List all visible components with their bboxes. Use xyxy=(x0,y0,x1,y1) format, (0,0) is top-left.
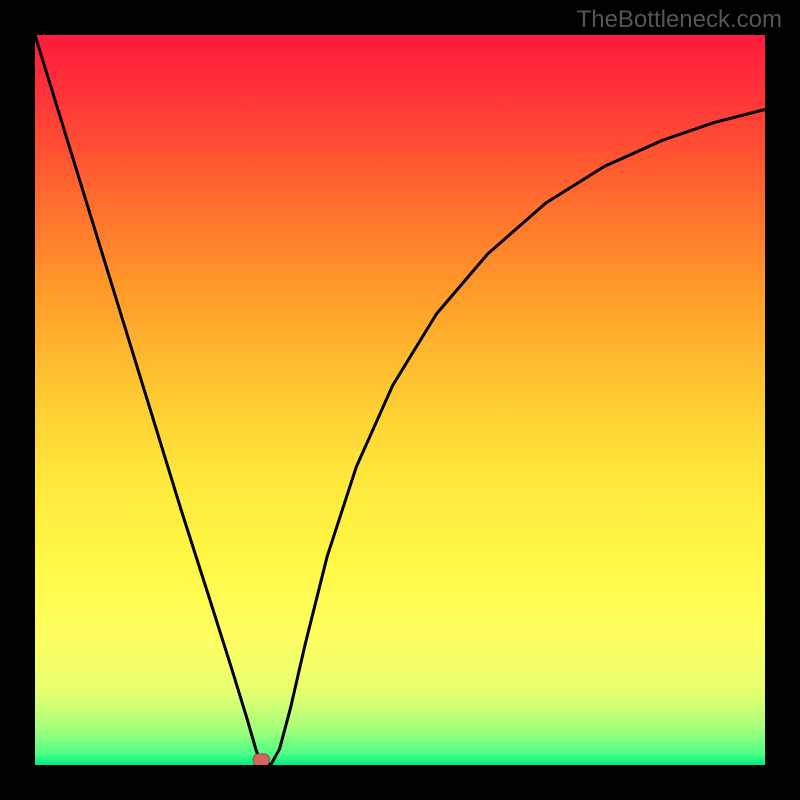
plot-area xyxy=(35,35,765,765)
chart-svg xyxy=(35,35,765,765)
watermark-text: TheBottleneck.com xyxy=(577,6,782,34)
outer-frame: TheBottleneck.com xyxy=(0,0,800,800)
minimum-marker xyxy=(253,754,269,765)
